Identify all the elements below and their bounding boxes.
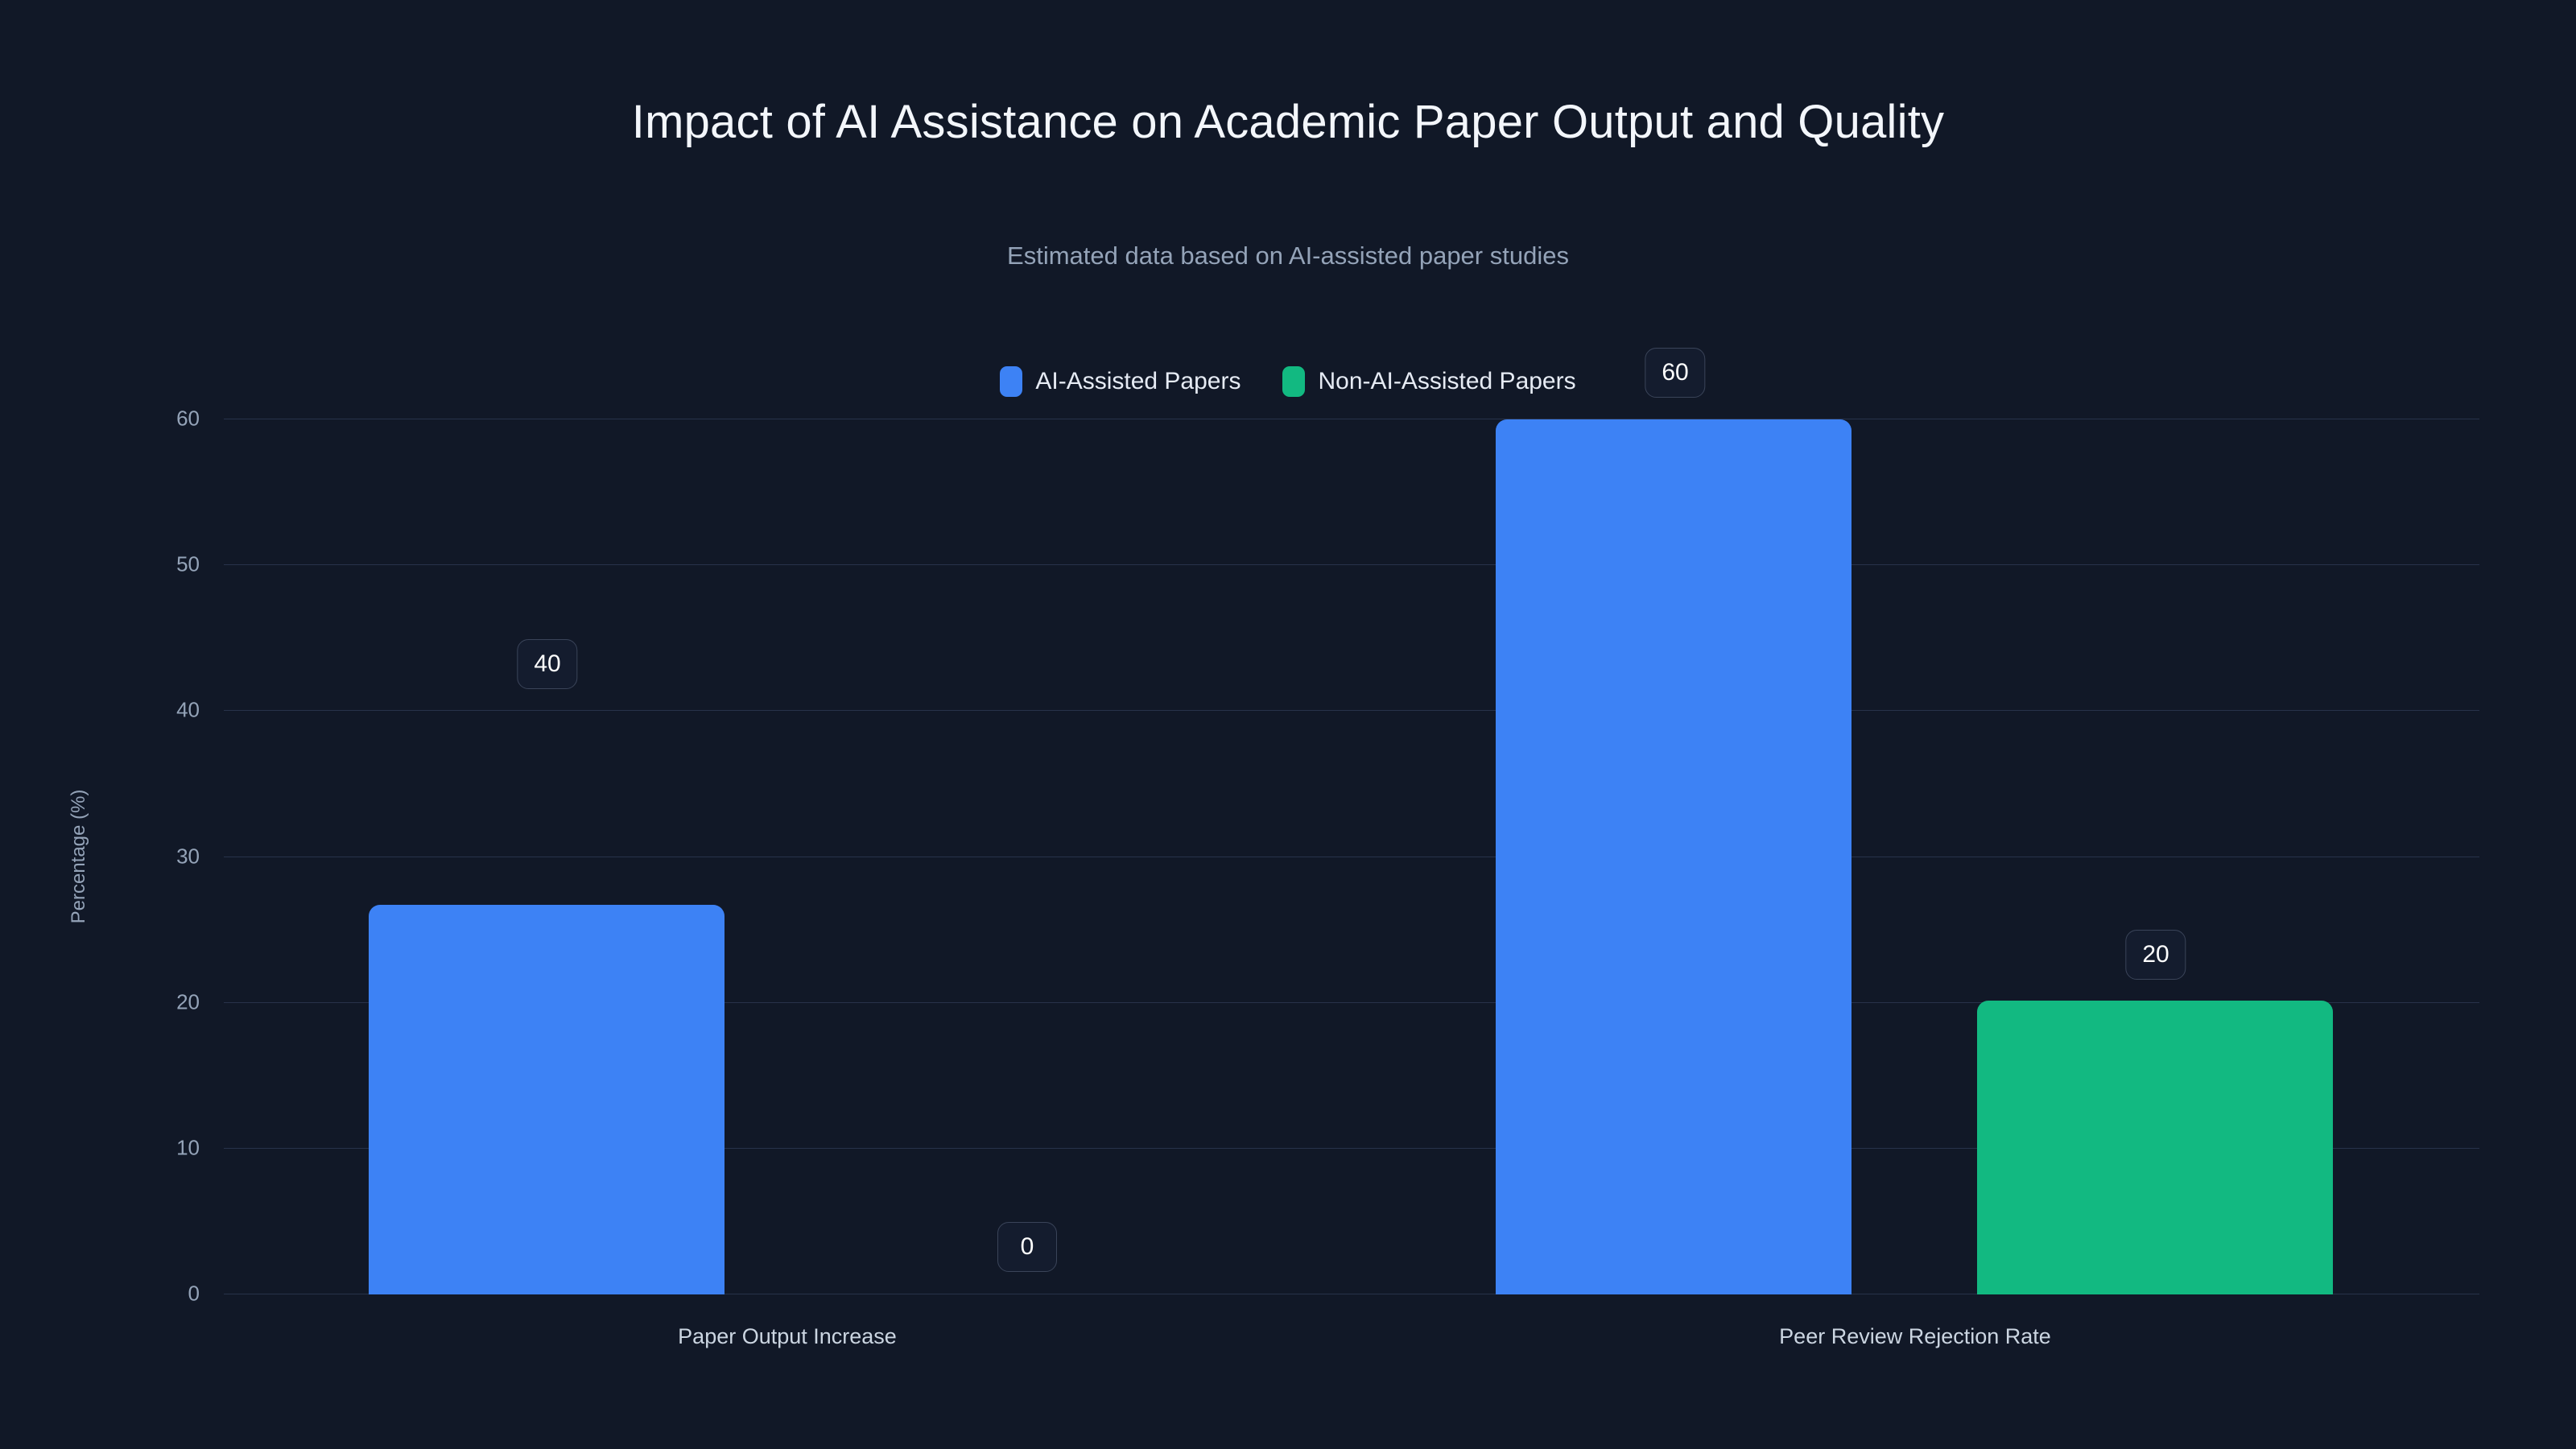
legend-item-label: AI-Assisted Papers xyxy=(1035,368,1241,394)
value-badge-peer-review-rejection-rate-non-ai-assisted: 20 xyxy=(2125,930,2186,980)
y-axis-tick-label: 30 xyxy=(176,844,200,869)
y-axis-tick-label: 10 xyxy=(176,1135,200,1160)
legend-item-non-ai-assisted-papers[interactable]: Non-AI-Assisted Papers xyxy=(1282,366,1576,397)
value-badge-paper-output-increase-ai-assisted: 40 xyxy=(517,639,578,689)
legend-item-ai-assisted-papers[interactable]: AI-Assisted Papers xyxy=(1000,366,1241,397)
x-axis-tick-label-paper-output-increase: Paper Output Increase xyxy=(678,1324,897,1348)
bar-paper-output-increase-ai-assisted[interactable] xyxy=(369,905,724,1294)
y-axis-tick-label: 40 xyxy=(176,697,200,722)
legend-swatch-icon xyxy=(1000,366,1023,397)
value-badge-peer-review-rejection-rate-ai-assisted: 60 xyxy=(1645,348,1706,398)
legend-swatch-icon xyxy=(1282,366,1306,397)
y-axis-tick-label: 50 xyxy=(176,551,200,576)
bar-peer-review-rejection-rate-non-ai-assisted[interactable] xyxy=(1977,1001,2333,1294)
y-axis-tick-label: 20 xyxy=(176,989,200,1014)
legend-item-label: Non-AI-Assisted Papers xyxy=(1318,368,1576,394)
chart-title: Impact of AI Assistance on Academic Pape… xyxy=(631,96,1945,148)
y-axis-tick-label: 0 xyxy=(188,1281,200,1306)
plot-area xyxy=(224,419,2479,1294)
gridline xyxy=(224,710,2479,711)
bar-peer-review-rejection-rate-ai-assisted[interactable] xyxy=(1496,419,1852,1294)
chart-legend: AI-Assisted Papers Non-AI-Assisted Paper… xyxy=(0,366,2576,397)
x-axis-tick-label-peer-review-rejection-rate: Peer Review Rejection Rate xyxy=(1779,1324,2051,1348)
gridline xyxy=(224,564,2479,565)
gridline xyxy=(224,1148,2479,1149)
gridline xyxy=(224,1002,2479,1003)
y-axis-tick-label: 60 xyxy=(176,406,200,431)
chart-subtitle: Estimated data based on AI-assisted pape… xyxy=(1007,242,1569,270)
y-axis-title: Percentage (%) xyxy=(68,789,89,924)
value-badge-paper-output-increase-non-ai-assisted: 0 xyxy=(997,1222,1057,1272)
